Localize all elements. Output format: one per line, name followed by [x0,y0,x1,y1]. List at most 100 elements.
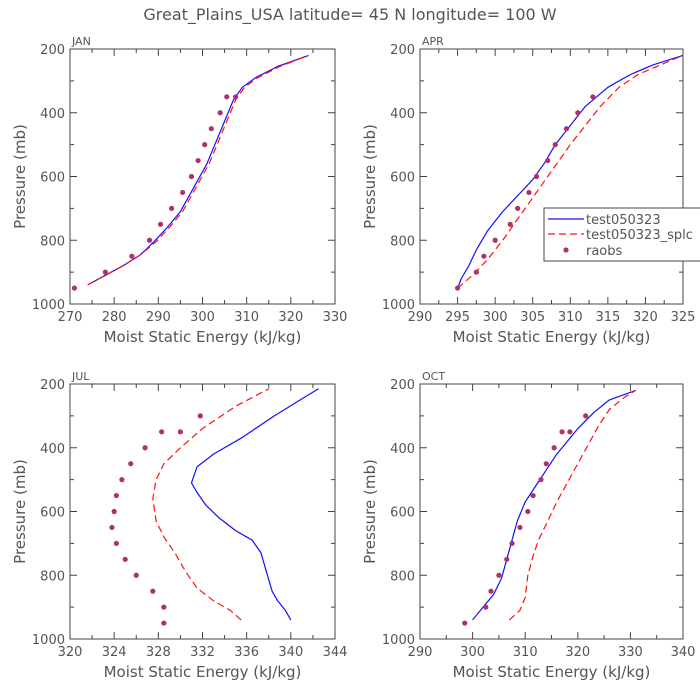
raobs-point [567,429,573,435]
test050323-line [472,389,636,621]
raobs-point [525,508,531,515]
raobs-point [113,492,119,499]
raobs-point [208,126,214,132]
raobs-point [517,524,523,531]
x-tick-label: 328 [146,645,171,660]
test050323-splc-line [508,389,637,621]
raobs-point [146,237,153,243]
raobs-point [538,477,544,483]
x-tick-label: 310 [513,645,538,660]
raobs-point [488,588,494,594]
raobs-point [583,413,589,419]
x-tick-label: 310 [558,310,583,325]
raobs-point [492,237,498,243]
test050323-line [190,388,319,621]
raobs-point [157,221,164,227]
y-tick-label: 1000 [382,633,415,648]
raobs-point [483,604,489,610]
y-tick-label: 200 [40,43,65,58]
raobs-point [202,142,208,148]
test050323-splc-line [457,54,683,289]
x-tick-label: 320 [633,310,658,325]
raobs-point [233,94,239,100]
raobs-point [496,572,502,578]
y-tick-label: 800 [390,234,415,249]
y-tick-label: 1000 [32,298,65,313]
raobs-point [159,429,165,435]
y-axis-label: Pressure (mb) [361,459,379,564]
y-axis-label: Pressure (mb) [361,124,379,229]
legend-label: raobs [586,244,623,259]
x-tick-label: 300 [483,310,508,325]
raobs-point [133,572,139,578]
raobs-point [111,508,117,515]
panel-label-jul: JUL [71,370,90,383]
x-tick-label: 315 [595,310,620,325]
raobs-point [504,556,510,562]
data-layer-oct [462,389,637,626]
test050323-splc-line [152,388,270,621]
raobs-point [161,604,167,610]
raobs-point [530,492,536,499]
x-tick-label: 336 [234,645,259,660]
y-axis-label: Pressure (mb) [11,459,29,564]
raobs-point [177,429,184,435]
raobs-point [217,110,223,116]
raobs-point [129,253,135,259]
x-tick-label: 290 [408,310,433,325]
legend-label: test050323 [586,213,661,228]
raobs-point [113,540,119,546]
panel-apr: APR 290 295 300 305 310 315 320 325 200 400 600 800 1… [361,35,695,346]
raobs-point [481,253,487,259]
raobs-point [545,157,551,164]
x-tick-label: 332 [190,645,215,660]
x-tick-label: 325 [671,310,696,325]
data-layer-jul [109,388,319,626]
raobs-point [551,445,557,451]
x-tick-label: 295 [445,310,470,325]
x-tick-label: 330 [618,645,643,660]
panel-label-jan: JAN [71,35,91,48]
legend-label: test050323_splc [586,228,693,243]
x-tick-label: 324 [102,645,127,660]
y-tick-label: 400 [40,107,65,122]
panel-jul: JUL 320 324 328 332 336 340 344 200 400 600 800 1000… [11,370,347,681]
x-tick-label: 320 [58,645,83,660]
raobs-point [180,189,186,196]
y-tick-label: 400 [390,442,415,457]
raobs-point [224,94,230,100]
raobs-point [533,173,540,180]
panel-label-apr: APR [422,35,444,48]
raobs-point [563,126,570,132]
data-layer-apr [454,54,683,291]
y-tick-label: 200 [390,43,415,58]
raobs-point [526,189,532,196]
raobs-point [195,157,201,164]
raobs-point [161,620,167,626]
y-tick-label: 600 [40,171,65,186]
x-axis-label: Moist Static Energy (kJ/kg) [453,663,651,681]
x-tick-label: 320 [565,645,590,660]
raobs-point [119,477,125,483]
x-tick-label: 300 [190,310,215,325]
panel-label-oct: OCT [422,370,445,383]
y-tick-label: 800 [390,569,415,584]
x-tick-label: 320 [278,310,303,325]
x-axis-label: Moist Static Energy (kJ/kg) [453,328,651,346]
y-tick-label: 800 [40,569,65,584]
raobs-point [197,413,203,419]
x-tick-label: 344 [323,645,348,660]
x-axis-label: Moist Static Energy (kJ/kg) [104,663,302,681]
raobs-point [552,142,558,148]
legend-marker-raobs [563,247,569,253]
raobs-point [575,110,581,116]
test050323-splc-line [87,54,309,286]
raobs-point [142,445,148,451]
x-tick-label: 310 [234,310,259,325]
raobs-point [102,269,108,275]
y-axis-label: Pressure (mb) [11,124,29,229]
raobs-point [168,205,175,211]
x-tick-label: 340 [278,645,303,660]
